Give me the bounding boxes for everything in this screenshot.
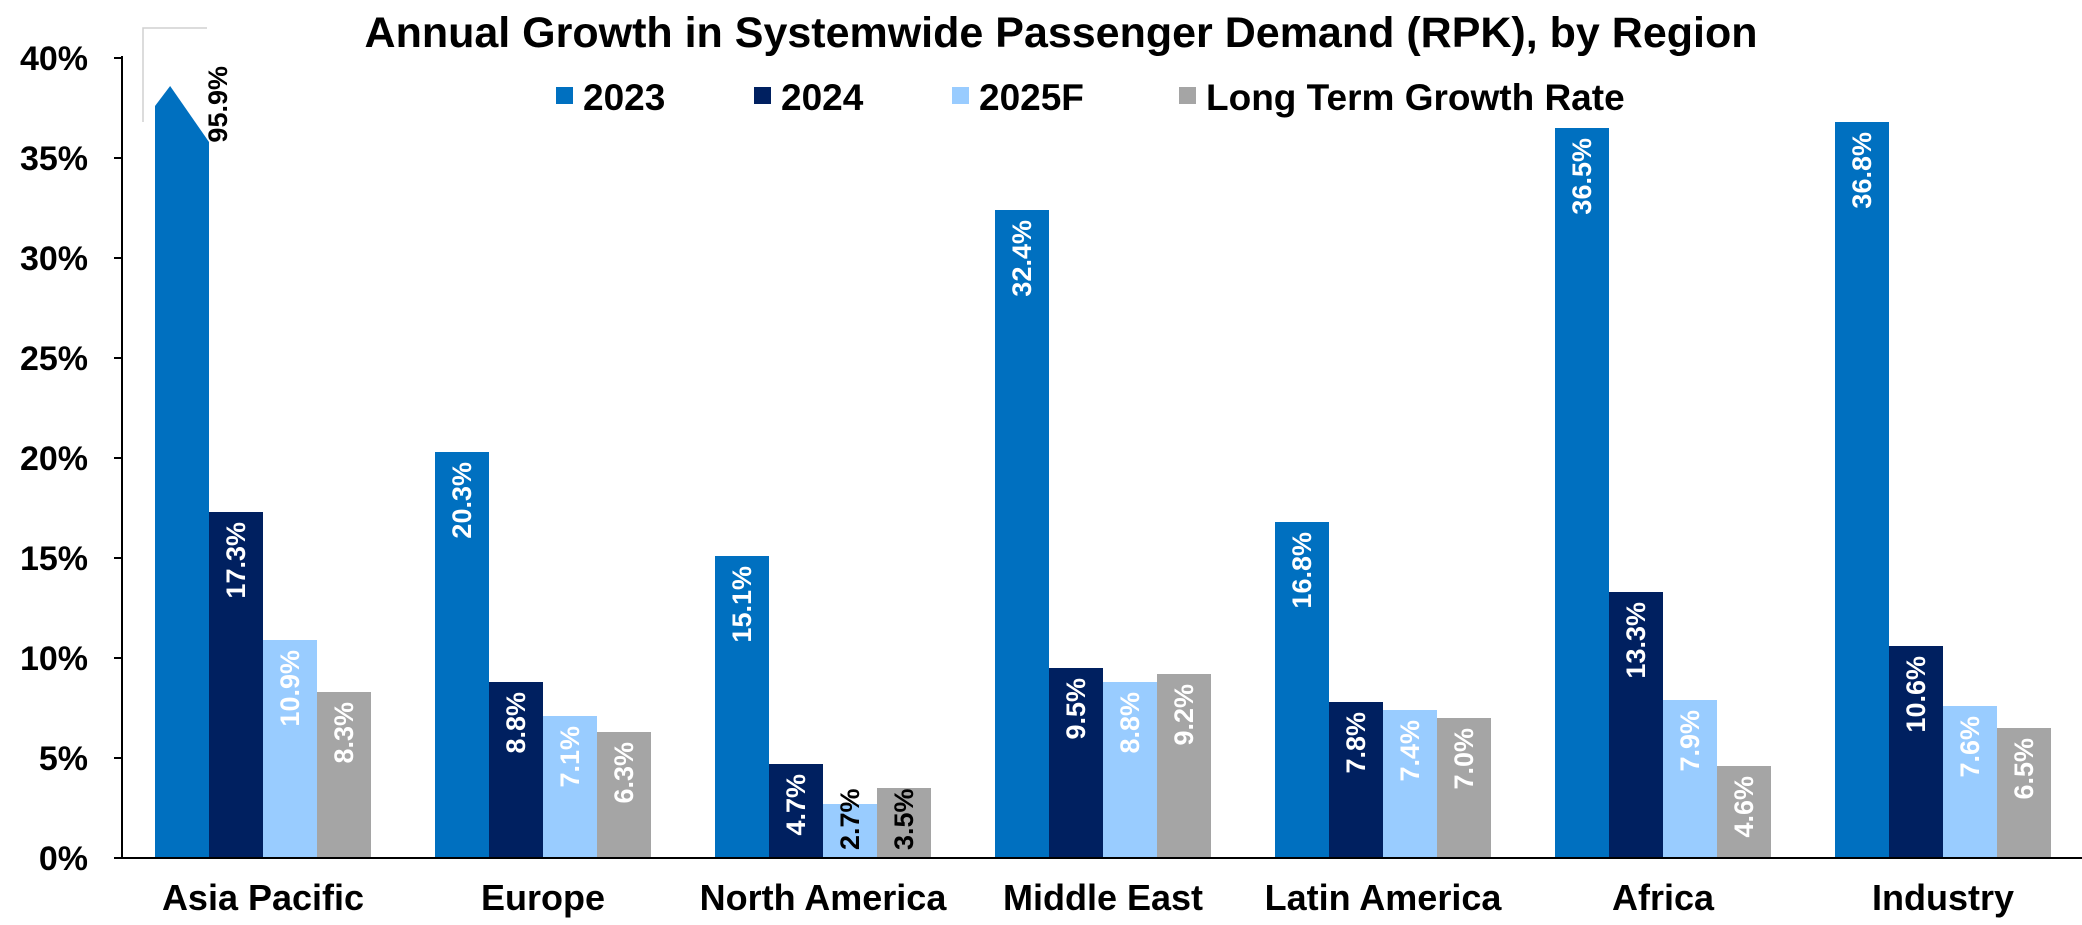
bar-value-label: 32.4% — [1007, 220, 1037, 297]
bar-value-label: 9.5% — [1061, 678, 1091, 740]
x-category-label: Africa — [1612, 877, 1715, 918]
legend-swatch — [556, 87, 573, 104]
bar — [1275, 522, 1329, 858]
bar — [1835, 122, 1889, 858]
bar-value-label: 20.3% — [447, 462, 477, 539]
y-tick-label: 35% — [20, 140, 88, 178]
bar — [263, 640, 317, 858]
bar-value-label: 8.8% — [1115, 692, 1145, 754]
x-category-label: North America — [700, 877, 948, 918]
x-category-label: Industry — [1872, 877, 2014, 918]
bar-value-label: 36.5% — [1567, 138, 1597, 215]
bar-value-label: 8.3% — [329, 702, 359, 764]
bar — [1049, 668, 1103, 858]
bar — [995, 210, 1049, 858]
bar — [1943, 706, 1997, 858]
bar-value-label: 17.3% — [221, 522, 251, 599]
bar — [435, 452, 489, 858]
bar — [317, 692, 371, 858]
bar — [209, 512, 263, 858]
bar — [823, 804, 877, 858]
y-tick-label: 5% — [39, 740, 88, 778]
y-tick-label: 15% — [20, 540, 88, 578]
legend-label: 2024 — [781, 77, 864, 118]
y-tick-label: 0% — [39, 840, 88, 878]
x-category-label: Latin America — [1265, 877, 1503, 918]
bar-value-label: 6.3% — [609, 742, 639, 804]
bar-value-label: 4.7% — [781, 774, 811, 836]
bar — [877, 788, 931, 858]
x-category-label: Europe — [481, 877, 605, 918]
bar-value-label: 6.5% — [2009, 738, 2039, 800]
y-tick-label: 25% — [20, 340, 88, 378]
legend-swatch — [1179, 87, 1196, 104]
y-tick-label: 30% — [20, 240, 88, 278]
bars: 95.9% 17.3% 10.9% 8.3% 20.3% 8.8% 7.1% 6.3% 15.1… — [142, 27, 2051, 858]
bar — [769, 764, 823, 858]
bar-truncated — [155, 86, 209, 858]
chart-title: Annual Growth in Systemwide Passenger De… — [365, 9, 1758, 57]
y-tick-label: 40% — [20, 40, 88, 78]
bar — [1383, 710, 1437, 858]
bar-value-label: 15.1% — [727, 566, 757, 643]
bar — [1663, 700, 1717, 858]
bar — [1555, 128, 1609, 858]
bar — [1437, 718, 1491, 858]
bar-value-label: 7.8% — [1341, 712, 1371, 774]
bar-value-label: 7.4% — [1395, 720, 1425, 782]
x-category-label: Asia Pacific — [162, 877, 364, 918]
bar-value-label: 7.6% — [1955, 716, 1985, 778]
y-axis: 0% 5% 10% 15% 20% 25% 30% 35% 40% — [20, 40, 123, 878]
bar-value-label: 95.9% — [203, 66, 233, 143]
bar-value-label: 7.1% — [555, 726, 585, 788]
bar-value-label: 16.8% — [1287, 532, 1317, 609]
bar — [597, 732, 651, 858]
bar-value-label: 13.3% — [1621, 602, 1651, 679]
legend-label: 2023 — [583, 77, 665, 118]
x-category-label: Middle East — [1003, 877, 1203, 918]
bar-value-label: 9.2% — [1169, 684, 1199, 746]
bar — [1157, 674, 1211, 858]
axis-break-mark — [142, 27, 207, 122]
bar — [1103, 682, 1157, 858]
x-axis: Asia Pacific Europe North America Middle Ea… — [122, 857, 2082, 918]
bar-value-label: 36.8% — [1847, 132, 1877, 209]
legend-swatch — [754, 87, 771, 104]
bar-value-label: 7.9% — [1675, 710, 1705, 772]
bar — [489, 682, 543, 858]
bar — [1889, 646, 1943, 858]
bar — [1329, 702, 1383, 858]
y-tick-label: 10% — [20, 640, 88, 678]
bar-value-label: 2.7% — [835, 788, 865, 850]
legend-label: 2025F — [979, 77, 1084, 118]
legend-swatch — [952, 87, 969, 104]
legend: 2023 2024 2025F Long Term Growth Rate — [556, 77, 1625, 118]
y-tick-label: 20% — [20, 440, 88, 478]
bar-value-label: 8.8% — [501, 692, 531, 754]
legend-label: Long Term Growth Rate — [1206, 77, 1625, 118]
bar-value-label: 4.6% — [1729, 776, 1759, 838]
bar — [1609, 592, 1663, 858]
bar — [543, 716, 597, 858]
bar — [715, 556, 769, 858]
bar — [1997, 728, 2051, 858]
bar-value-label: 3.5% — [889, 788, 919, 850]
bar-value-label: 7.0% — [1449, 728, 1479, 790]
bar-value-label: 10.6% — [1901, 656, 1931, 733]
bar — [1717, 766, 1771, 858]
bar-value-label: 10.9% — [275, 650, 305, 727]
